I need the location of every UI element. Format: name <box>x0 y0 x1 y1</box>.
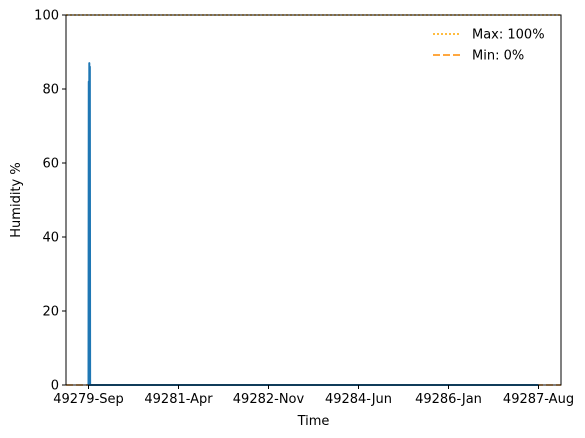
y-tick-label: 40 <box>42 231 59 246</box>
y-axis: 0 20 40 60 80 100 <box>34 9 66 394</box>
x-tick-label: 49279-Sep <box>53 392 124 407</box>
x-tick-label: 49284-Jun <box>325 392 392 407</box>
y-tick-label: 60 <box>42 157 59 172</box>
reference-lines <box>66 14 561 386</box>
y-tick-label: 0 <box>51 379 59 394</box>
legend-label-1: Min: 0% <box>472 49 524 64</box>
x-tick-label: 49287-Aug <box>503 392 574 407</box>
y-tick-label: 80 <box>42 83 59 98</box>
x-tick-label: 49286-Jan <box>415 392 482 407</box>
series-line-0 <box>87 62 539 386</box>
y-axis-label: Humidity % <box>9 162 24 237</box>
plot-frame <box>65 14 562 386</box>
series-layer <box>87 62 539 386</box>
x-tick-label: 49282-Nov <box>233 392 305 407</box>
x-axis-label: Time <box>297 414 330 429</box>
x-axis: 49279-Sep 49281-Apr 49282-Nov 49284-Jun 4928… <box>53 385 574 407</box>
legend-label-0: Max: 100% <box>472 28 545 43</box>
x-tick-label: 49281-Apr <box>144 392 213 407</box>
y-tick-label: 100 <box>34 9 59 24</box>
y-tick-label: 20 <box>42 305 59 320</box>
legend: Max: 100% Min: 0% <box>433 28 545 64</box>
